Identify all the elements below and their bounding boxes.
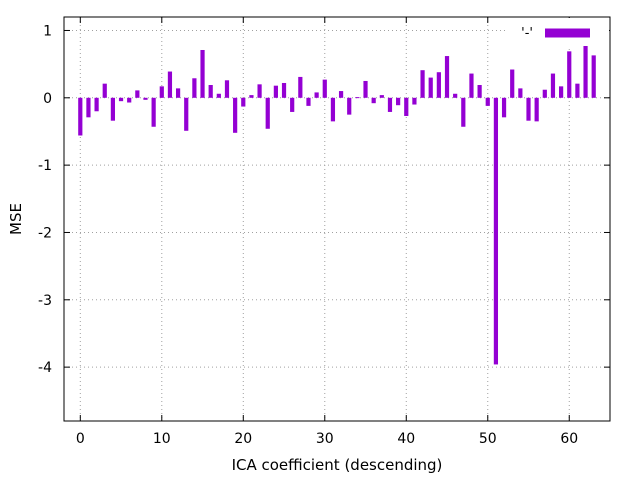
bar: [281, 82, 287, 98]
x-axis-title: ICA coefficient (descending): [232, 456, 443, 474]
bar: [567, 51, 572, 98]
bar: [200, 49, 205, 98]
bar: [306, 97, 311, 106]
bar: [542, 89, 547, 98]
bar: [127, 97, 132, 103]
bar: [314, 92, 319, 98]
plot-frame: [63, 16, 611, 422]
bar: [428, 77, 433, 98]
bar: [420, 70, 425, 98]
bar: [233, 97, 238, 133]
y-tick-label: -3: [38, 293, 52, 309]
y-tick-label: 0: [43, 91, 52, 107]
bar: [453, 93, 458, 98]
bar: [404, 97, 409, 116]
bar: [583, 33, 588, 98]
bar: [94, 97, 99, 112]
bar: [224, 80, 230, 98]
bar: [444, 56, 450, 98]
bar: [273, 85, 278, 98]
bar: [436, 72, 441, 98]
grid-lines: [64, 17, 610, 421]
bar: [257, 84, 262, 98]
bar: [510, 69, 515, 98]
bar: [175, 88, 181, 98]
bar: [501, 97, 507, 118]
bar: [143, 97, 148, 100]
bar: [135, 90, 140, 98]
y-tick-label: -1: [38, 158, 52, 174]
bar: [151, 97, 156, 127]
bar: [78, 97, 83, 136]
bar-series: [78, 33, 596, 365]
bar: [265, 97, 270, 129]
bar: [208, 85, 213, 98]
bar: [363, 80, 368, 98]
y-tick-label: -4: [38, 360, 52, 376]
bar: [526, 97, 531, 121]
bar: [355, 97, 360, 99]
bar: [338, 91, 344, 98]
bar: [102, 83, 107, 98]
bar: [118, 97, 124, 102]
y-tick-label: -2: [38, 225, 52, 241]
x-tick-label: 0: [76, 431, 85, 447]
x-tick-label: 10: [153, 431, 171, 447]
y-axis-title: MSE: [7, 203, 25, 235]
bar: [379, 95, 384, 98]
bar: [86, 97, 91, 118]
bar: [330, 97, 336, 122]
bar: [184, 97, 189, 131]
y-tick-label: 1: [43, 23, 52, 39]
bar: [249, 95, 254, 98]
x-tick-label: 20: [234, 431, 252, 447]
bar: [322, 79, 327, 98]
bar: [298, 76, 303, 98]
bar: [469, 73, 474, 98]
bar: [159, 86, 164, 98]
legend-label: '-': [521, 26, 533, 41]
bar: [518, 88, 523, 98]
x-tick-label: 30: [316, 431, 334, 447]
bar: [347, 97, 352, 115]
bar: [110, 97, 115, 121]
bar: [493, 97, 499, 365]
x-tick-label: 60: [560, 431, 578, 447]
bar: [485, 97, 490, 106]
bar: [241, 97, 246, 107]
bar: [575, 83, 580, 98]
bar: [192, 78, 197, 98]
bar: [167, 71, 173, 98]
bar: [412, 97, 417, 105]
bar: [290, 97, 295, 112]
x-tick-label: 40: [397, 431, 415, 447]
x-tick-label: 50: [479, 431, 497, 447]
bar: [559, 86, 564, 98]
bar: [534, 97, 539, 122]
legend: '-': [505, 18, 609, 46]
bar: [550, 73, 556, 98]
bar: [461, 97, 466, 127]
bar: [387, 97, 393, 112]
bar: [216, 93, 221, 98]
bar: [396, 97, 401, 106]
bar: [477, 85, 482, 98]
bar: [591, 55, 596, 98]
bar: [371, 97, 376, 104]
